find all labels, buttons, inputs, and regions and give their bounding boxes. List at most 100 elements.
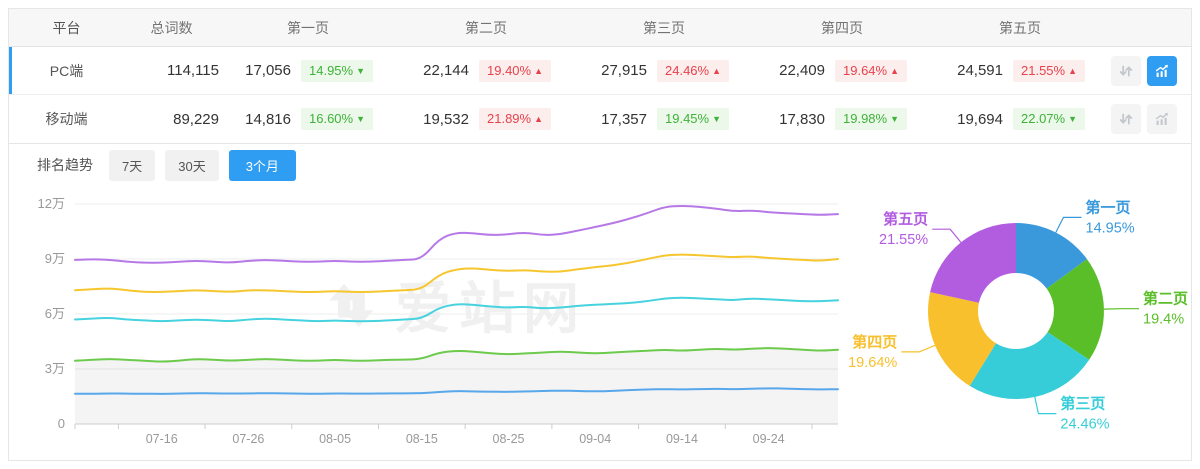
total-words-value: 89,229 (173, 110, 219, 128)
slice-label-percent: 19.64% (848, 355, 897, 371)
slice-label-percent: 21.55% (879, 232, 928, 248)
trend-line-series-1 (74, 205, 839, 264)
trend-body: 0 3万 6万 9万 12万 爱站网 07-16 07-26 08-05 08-15 08-25 0… (9, 186, 1191, 458)
page-3-cell: 17,357 19.45% ▼ (575, 108, 753, 130)
sort-updown-button[interactable] (1111, 55, 1141, 86)
arrow-down-icon: ▼ (890, 114, 900, 124)
page-1-count: 17,056 (245, 62, 291, 79)
slice-label-name: 第二页 (1143, 290, 1188, 308)
page-3-count: 27,915 (601, 62, 647, 79)
page-1-change-badge: 16.60% ▼ (301, 108, 374, 130)
arrow-down-icon: ▼ (712, 114, 722, 124)
slice-label-percent: 19.4% (1143, 312, 1184, 328)
x-axis-label: 09-04 (579, 432, 611, 446)
arrow-up-icon: ▲ (890, 65, 900, 76)
page-5-change-badge: 21.55% ▲ (1013, 59, 1086, 82)
sort-updown-button[interactable] (1111, 104, 1141, 134)
page-4-cell: 22,409 19.64% ▲ (753, 59, 931, 82)
trend-title: 排名趋势 (37, 157, 93, 173)
x-axis-label: 08-05 (319, 432, 351, 446)
page-2-cell: 22,144 19.40% ▲ (397, 59, 575, 82)
donut-slice-第三页[interactable] (969, 332, 1090, 400)
page-3-count: 17,357 (601, 110, 647, 128)
change-percent: 22.07% (1021, 111, 1066, 126)
page-3-cell: 27,915 24.46% ▲ (575, 59, 753, 82)
trend-line-series-3 (74, 296, 839, 323)
page-4-count: 17,830 (779, 110, 825, 128)
trend-tab-7天[interactable]: 7天 (109, 149, 156, 181)
y-axis-label: 6万 (45, 306, 65, 321)
y-axis-label: 3万 (45, 361, 65, 376)
donut-slice-第二页[interactable] (1046, 259, 1105, 360)
slice-label-percent: 24.46% (1061, 417, 1110, 433)
page-5-count: 24,591 (957, 62, 1003, 79)
platform-label: 移动端 (45, 111, 88, 127)
area-fill (75, 348, 838, 424)
page-distribution-donut-chart[interactable]: 第一页 14.95% 第二页 19.4% 第三页 24.46% 第四页 19.64% 第五页 21… (841, 186, 1191, 458)
arrow-up-icon: ▲ (534, 65, 544, 76)
change-percent: 19.98% (843, 111, 888, 126)
table-row-移动端[interactable]: 移动端 89,229 14,816 16.60% ▼ 19,532 21.89% ▲ 17,35… (9, 95, 1191, 143)
change-percent: 21.89% (487, 111, 532, 126)
slice-label-name: 第五页 (883, 210, 928, 228)
row-actions (1109, 55, 1191, 86)
rank-table-panel: 平台 总词数 第一页 第二页 第三页 第四页 第五页 PC端 114,115 17,056 14.… (8, 8, 1192, 144)
trend-panel: 排名趋势 7天 30天 3个月 0 3万 6万 9万 12万 爱站网 07-16 07-26 08… (8, 143, 1192, 461)
page-4-cell: 17,830 19.98% ▼ (753, 108, 931, 130)
trend-tab-30天[interactable]: 30天 (165, 149, 219, 181)
trend-tab-3个月[interactable]: 3个月 (228, 149, 296, 181)
page-1-count: 14,816 (245, 110, 291, 128)
header-page-1: 第一页 (287, 19, 329, 36)
change-percent: 19.64% (843, 62, 888, 78)
donut-slice-第五页[interactable] (930, 223, 1017, 303)
show-trend-chart-button[interactable] (1147, 55, 1177, 86)
header-page-3: 第三页 (643, 19, 685, 36)
y-axis-label: 12万 (38, 196, 65, 211)
header-page-5: 第五页 (999, 19, 1041, 36)
platform-label: PC端 (49, 62, 84, 79)
change-percent: 24.46% (665, 62, 710, 78)
page-5-cell: 19,694 22.07% ▼ (931, 108, 1109, 130)
header-page-4: 第四页 (821, 19, 863, 36)
table-header-row: 平台 总词数 第一页 第二页 第三页 第四页 第五页 (9, 9, 1191, 47)
page-1-change-badge: 14.95% ▼ (301, 59, 374, 82)
page-2-cell: 19,532 21.89% ▲ (397, 108, 575, 130)
arrow-up-icon: ▲ (1068, 65, 1078, 76)
donut-slice-第四页[interactable] (928, 292, 997, 386)
trend-line-series-2 (74, 253, 839, 294)
slice-label-name: 第一页 (1086, 198, 1131, 216)
x-axis-label: 09-14 (666, 432, 698, 446)
arrow-down-icon: ▼ (356, 114, 366, 124)
trend-range-tabs: 7天 30天 3个月 (109, 149, 306, 181)
x-axis-label: 07-26 (232, 432, 264, 446)
x-axis-label: 08-15 (406, 432, 438, 446)
label-leader-line (1055, 216, 1082, 233)
change-percent: 19.40% (487, 62, 532, 78)
donut-slice-第一页[interactable] (1016, 223, 1088, 289)
row-actions (1109, 104, 1191, 134)
x-axis-label: 08-25 (493, 432, 525, 446)
label-leader-line (1034, 396, 1057, 415)
change-percent: 14.95% (309, 62, 354, 78)
show-trend-chart-button[interactable] (1147, 104, 1177, 134)
page-3-change-badge: 19.45% ▼ (657, 108, 730, 130)
page-5-change-badge: 22.07% ▼ (1013, 108, 1086, 130)
x-axis-label: 07-16 (146, 432, 178, 446)
page-5-cell: 24,591 21.55% ▲ (931, 59, 1109, 82)
page-5-count: 19,694 (957, 110, 1003, 128)
table-body: PC端 114,115 17,056 14.95% ▼ 22,144 19.40% ▲ 27,9… (9, 47, 1191, 143)
y-axis-label: 0 (58, 416, 65, 431)
page-2-count: 22,144 (423, 62, 469, 79)
trend-line-series-5 (74, 387, 839, 395)
slice-label-percent: 14.95% (1086, 220, 1135, 236)
slice-label-name: 第三页 (1061, 395, 1106, 413)
trend-toolbar: 排名趋势 7天 30天 3个月 (9, 144, 1191, 186)
page-4-count: 22,409 (779, 62, 825, 79)
table-row-PC端[interactable]: PC端 114,115 17,056 14.95% ▼ 22,144 19.40% ▲ 27,9… (9, 47, 1191, 95)
change-percent: 21.55% (1021, 62, 1066, 78)
total-words-value: 114,115 (167, 62, 219, 79)
arrow-up-icon: ▲ (534, 114, 544, 124)
change-percent: 16.60% (309, 111, 354, 126)
